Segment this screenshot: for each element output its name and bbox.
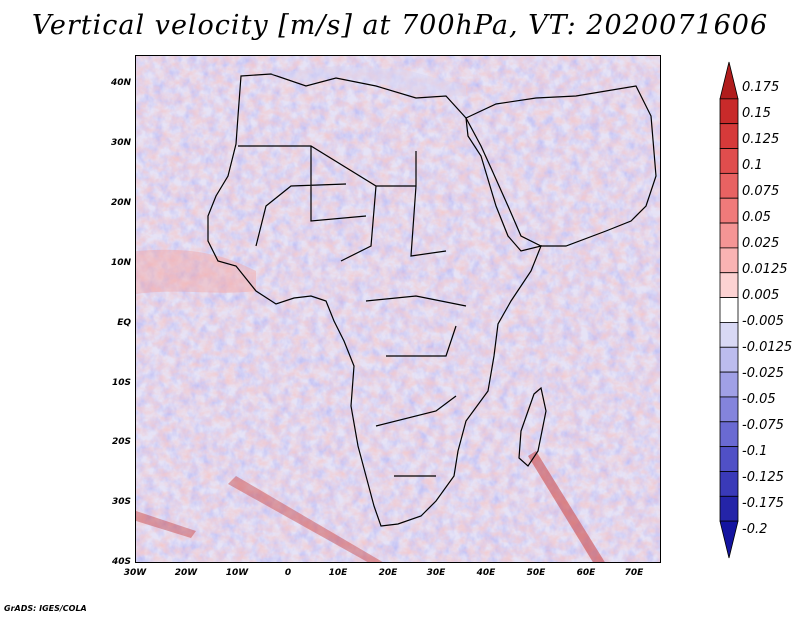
colorbar-label: -0.005 [742,314,784,329]
x-tick-label: 30E [426,568,446,578]
colorbar-label: -0.075 [742,418,784,433]
colorbar-segment [719,148,739,174]
x-tick-label: 40E [476,568,496,578]
y-tick-label: 10S [111,378,131,388]
x-tick-label: 10E [328,568,348,578]
x-tick-label: 10W [225,568,249,578]
colorbar-segment [719,272,739,298]
colorbar-arrow-top [719,61,739,100]
x-tick-label: 0 [284,568,292,578]
colorbar-label: 0.0125 [742,262,788,277]
y-tick-label: 10N [110,258,131,268]
colorbar-segment [719,421,739,448]
colorbar-label: 0.125 [742,132,780,147]
x-tick-label: 20E [378,568,398,578]
x-tick-label: 70E [624,568,644,578]
colorbar-label: -0.2 [742,522,768,537]
map-panel [135,55,661,563]
colorbar-label: -0.175 [742,496,784,511]
colorbar-segment [719,197,739,224]
country-borders [207,73,657,527]
colorbar-segment [719,322,739,348]
colorbar-label: -0.125 [742,470,784,485]
colorbar-segment [719,222,739,249]
y-tick-label: 20N [110,198,131,208]
colorbar-label: -0.025 [742,366,784,381]
x-tick-label: 50E [526,568,546,578]
map-title: Vertical velocity [m/s] at 700hPa, VT: 2… [31,10,769,41]
y-tick-label: 40N [110,78,131,88]
colorbar-label: 0.05 [742,210,771,225]
vertical-velocity-field [136,56,660,562]
colorbar-label: 0.1 [742,158,763,173]
y-tick-label: 40S [111,557,131,567]
colorbar-arrow-bottom [719,520,739,559]
colorbar-label: -0.1 [742,444,768,459]
x-tick-label: 60E [576,568,596,578]
colorbar-segment [719,247,739,274]
colorbar-segment [719,346,739,373]
y-tick-label: EQ [117,318,131,328]
colorbar-segment [719,297,739,323]
colorbar-segment [719,446,739,472]
colorbar-label: 0.025 [742,236,780,251]
colorbar-segment [719,495,739,522]
colorbar-segment [719,123,739,149]
x-tick-label: 20W [174,568,198,578]
y-tick-label: 30S [111,497,131,507]
colorbar-label: -0.05 [742,392,776,407]
colorbar-label: -0.0125 [742,340,793,355]
credit-footer: GrADS: IGES/COLA [4,604,87,613]
y-tick-label: 20S [111,437,131,447]
colorbar-segment [719,371,739,398]
x-tick-label: 30W [123,568,147,578]
colorbar-label: 0.005 [742,288,780,303]
colorbar-label: 0.175 [742,80,780,95]
colorbar [719,61,739,559]
y-tick-label: 30N [110,138,131,148]
colorbar-label: 0.075 [742,184,780,199]
colorbar-label: 0.15 [742,106,771,121]
colorbar-segment [719,396,739,423]
colorbar-segment [719,172,739,199]
colorbar-segment [719,98,739,125]
colorbar-segment [719,471,739,497]
